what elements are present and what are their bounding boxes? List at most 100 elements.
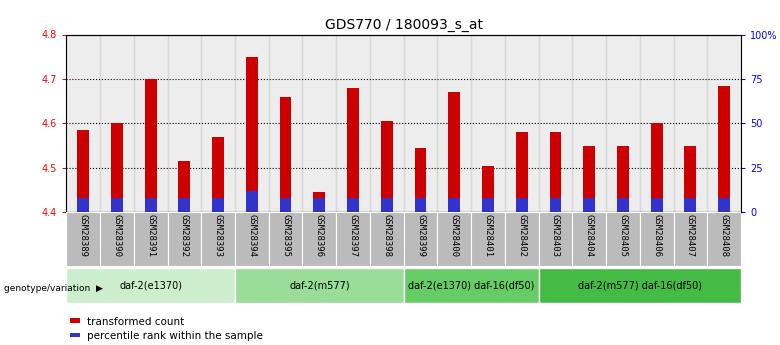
Bar (235, 212, 268, 266)
Bar (268, 212, 303, 266)
Text: GSM28390: GSM28390 (112, 214, 122, 257)
Bar (66, 34, 100, 212)
Bar (404, 268, 539, 303)
Bar (212, 137, 224, 212)
Bar (539, 268, 741, 303)
Bar (674, 34, 707, 212)
Bar (505, 212, 538, 266)
Bar (583, 146, 595, 212)
Bar (145, 79, 157, 212)
Bar (471, 212, 505, 266)
Bar (168, 34, 201, 212)
Text: genotype/variation  ▶: genotype/variation ▶ (4, 284, 103, 293)
Bar (438, 34, 471, 212)
Bar (235, 34, 268, 212)
Bar (246, 191, 257, 212)
Bar (280, 198, 292, 212)
Bar (303, 212, 336, 266)
Bar (573, 34, 606, 212)
Bar (246, 57, 257, 212)
Text: GSM28391: GSM28391 (146, 214, 155, 257)
Bar (539, 212, 573, 266)
Bar (145, 198, 157, 212)
Bar (336, 34, 370, 212)
Bar (482, 198, 494, 212)
Bar (640, 212, 674, 266)
Bar (482, 166, 494, 212)
Text: GSM28402: GSM28402 (517, 214, 526, 257)
Bar (201, 212, 235, 266)
Bar (516, 132, 527, 212)
Text: GSM28407: GSM28407 (686, 214, 695, 257)
Bar (415, 198, 427, 212)
Bar (573, 212, 606, 266)
Text: GSM28394: GSM28394 (247, 214, 257, 257)
Bar (617, 146, 629, 212)
Bar (66, 268, 235, 303)
Bar (134, 34, 168, 212)
Text: GSM28395: GSM28395 (281, 214, 290, 257)
Bar (179, 161, 190, 212)
Bar (707, 34, 741, 212)
Bar (201, 34, 235, 212)
Bar (718, 198, 730, 212)
Bar (438, 212, 471, 266)
Text: daf-2(e1370) daf-16(df50): daf-2(e1370) daf-16(df50) (408, 280, 534, 290)
Bar (583, 198, 595, 212)
Text: GSM28389: GSM28389 (79, 214, 87, 257)
Bar (685, 198, 697, 212)
Bar (606, 34, 640, 212)
Bar (347, 198, 359, 212)
Bar (303, 34, 336, 212)
Text: GSM28398: GSM28398 (382, 214, 392, 257)
Bar (212, 198, 224, 212)
Text: GSM28403: GSM28403 (551, 214, 560, 257)
Bar (550, 198, 562, 212)
Bar (404, 212, 438, 266)
Bar (168, 212, 201, 266)
Bar (381, 198, 392, 212)
Text: daf-2(m577): daf-2(m577) (289, 280, 349, 290)
Text: transformed count: transformed count (87, 317, 185, 326)
Bar (404, 34, 438, 212)
Bar (179, 198, 190, 212)
Bar (651, 198, 662, 212)
Bar (100, 212, 134, 266)
Bar (77, 130, 89, 212)
Text: GSM28408: GSM28408 (720, 214, 729, 257)
Text: GSM28393: GSM28393 (214, 214, 222, 257)
Bar (606, 212, 640, 266)
Title: GDS770 / 180093_s_at: GDS770 / 180093_s_at (324, 18, 483, 32)
Bar (268, 34, 303, 212)
Text: GSM28392: GSM28392 (180, 214, 189, 257)
Bar (448, 198, 460, 212)
Bar (370, 212, 404, 266)
Text: GSM28397: GSM28397 (349, 214, 357, 257)
Text: GSM28401: GSM28401 (484, 214, 492, 257)
Text: GSM28399: GSM28399 (416, 214, 425, 257)
Bar (77, 198, 89, 212)
Bar (707, 212, 741, 266)
Text: GSM28405: GSM28405 (619, 214, 627, 257)
Bar (111, 123, 122, 212)
Text: daf-2(e1370): daf-2(e1370) (119, 280, 183, 290)
Text: GSM28400: GSM28400 (450, 214, 459, 257)
Bar (617, 198, 629, 212)
Bar (516, 198, 527, 212)
Bar (370, 34, 404, 212)
Bar (448, 92, 460, 212)
Bar (651, 123, 662, 212)
Bar (685, 146, 697, 212)
Bar (550, 132, 562, 212)
Text: GSM28404: GSM28404 (585, 214, 594, 257)
Bar (314, 192, 325, 212)
Bar (471, 34, 505, 212)
Bar (235, 268, 404, 303)
Bar (381, 121, 392, 212)
Text: percentile rank within the sample: percentile rank within the sample (87, 332, 263, 341)
Bar (505, 34, 538, 212)
Bar (415, 148, 427, 212)
Bar (111, 198, 122, 212)
Text: GSM28396: GSM28396 (315, 214, 324, 257)
Text: GSM28406: GSM28406 (652, 214, 661, 257)
